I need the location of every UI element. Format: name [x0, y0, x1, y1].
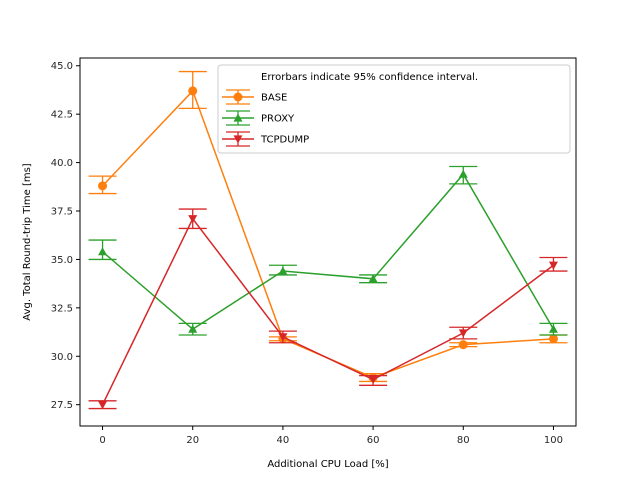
tcpdump-point [188, 215, 198, 224]
legend-entry-tcpdump: TCPDUMP [222, 131, 309, 147]
y-tick-label: 30.0 [51, 352, 73, 363]
y-axis-label: Avg. Total Round-trip Time [ms] [22, 163, 33, 321]
base-point [458, 340, 468, 350]
series-proxy [88, 165, 568, 336]
x-tick-label: 0 [99, 435, 105, 446]
legend-marker-tcpdump [233, 135, 243, 144]
x-tick-label: 40 [277, 435, 290, 446]
tcpdump-point [548, 261, 558, 270]
y-tick-label: 37.5 [51, 207, 73, 218]
plot-area [88, 70, 568, 410]
tcpdump-point [98, 401, 108, 410]
legend-title: Errorbars indicate 95% confidence interv… [261, 72, 478, 83]
legend-label-base: BASE [261, 93, 287, 104]
axis-ticks: 0 20 40 60 80 100 27.5 30.0 32.5 35.0 37.5 40.0 42.5… [51, 61, 563, 446]
y-tick-label: 32.5 [51, 303, 73, 314]
legend-box [217, 64, 571, 154]
legend-entry-base: BASE [222, 89, 287, 105]
base-point [548, 334, 558, 344]
y-tick-label: 42.5 [51, 110, 73, 121]
proxy-point [368, 274, 378, 283]
proxy-point [458, 169, 468, 178]
proxy-point [278, 266, 288, 275]
x-tick-label: 60 [367, 435, 380, 446]
tcpdump-point [458, 329, 468, 338]
base-point [188, 86, 198, 96]
legend-marker-base [233, 92, 243, 102]
y-tick-label: 27.5 [51, 400, 73, 411]
legend-entry-proxy: PROXY [222, 110, 295, 126]
legend-label-tcpdump: TCPDUMP [260, 135, 309, 146]
y-tick-label: 35.0 [51, 255, 73, 266]
axes-frame [79, 57, 577, 427]
series-tcpdump [88, 208, 568, 410]
legend: Errorbars indicate 95% confidence interv… [217, 64, 571, 154]
proxy-point [188, 324, 198, 333]
y-tick-label: 40.0 [51, 158, 73, 169]
tcpdump-point [278, 333, 288, 342]
legend-label-proxy: PROXY [261, 114, 295, 125]
proxy-point [548, 324, 558, 333]
tcpdump-line [101, 217, 554, 406]
proxy-line [102, 172, 555, 331]
base-point [98, 181, 108, 191]
y-tick-label: 45.0 [51, 61, 73, 72]
tcpdump-point [368, 375, 378, 385]
x-tick-label: 20 [186, 435, 199, 446]
legend-marker-proxy [233, 113, 243, 122]
x-tick-label: 100 [544, 435, 563, 446]
x-axis-label: Additional CPU Load [%] [267, 459, 388, 470]
x-tick-label: 80 [457, 435, 470, 446]
proxy-point [98, 247, 108, 256]
